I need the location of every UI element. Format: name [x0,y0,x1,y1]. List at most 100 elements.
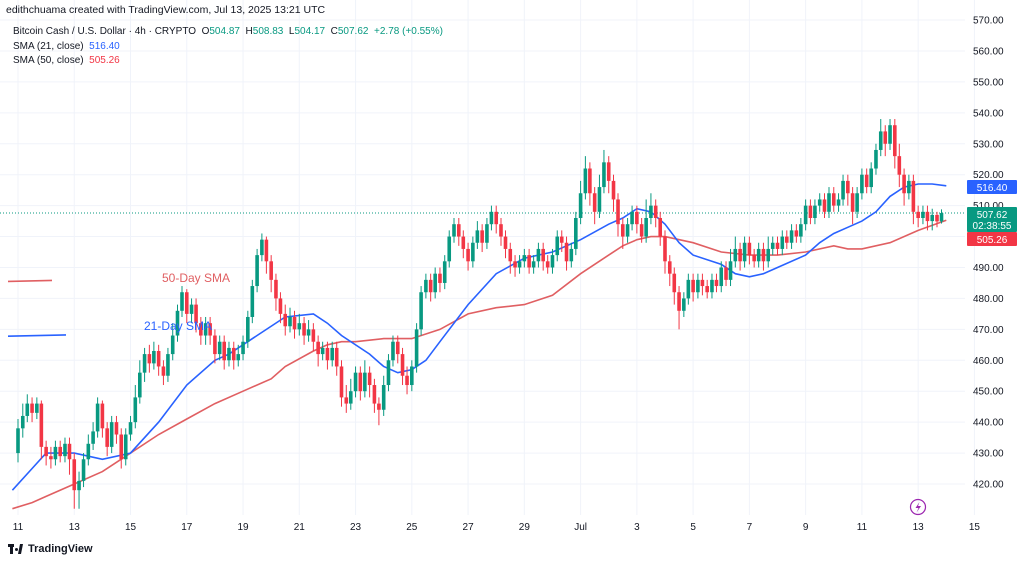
candle-body [808,205,813,219]
symbol-label[interactable]: Bitcoin Cash / U.S. Dollar · 4h · CRYPTO [13,26,197,37]
candle-up [696,273,700,299]
candle-up [578,180,583,225]
candle-down [513,255,517,277]
candle-down [705,279,709,299]
candle-down [456,218,461,246]
candle-body [588,168,592,194]
price-axis[interactable]: 420.00 430.00 440.00 450.00 460.00 470.00 480.… [973,16,1004,491]
candle-body [883,131,888,144]
candle-up [728,248,733,287]
candle-body [260,239,264,256]
candle-down [606,156,611,194]
time-tick-label: 25 [406,522,418,533]
candle-body [494,211,499,225]
candle-body [30,403,34,413]
candle-up [686,273,691,305]
candle-body [170,335,175,355]
candle-up [471,236,475,268]
sma21-legend-row[interactable]: SMA (21, close) 516.40 [13,40,443,55]
candle-body [236,354,241,361]
price-tick-label: 540.00 [973,108,1004,119]
time-axis[interactable]: 11 13 15 17 19 21 23 25 27 29 Jul 3 5 7 9 11 13 15 [13,522,981,533]
candle-down [672,267,677,305]
candle-up [888,119,892,150]
candle-body [888,125,892,144]
candle-up [517,255,522,274]
candle-body [372,385,377,404]
candle-down [367,366,372,398]
candle-body [522,255,527,262]
sma50-legend-row[interactable]: SMA (50, close) 505.26 [13,54,443,69]
lightning-icon[interactable] [909,498,927,516]
candle-up [109,415,114,454]
candle-body [761,248,766,262]
candle-body [794,230,799,237]
candle-up [217,335,222,361]
candle-up [433,267,437,299]
candle-up [531,255,536,274]
candle-down [231,341,236,370]
candle-up [53,440,58,466]
candle-body [639,224,644,237]
candle-body [133,397,138,423]
candle-body [583,168,588,194]
candle-down [480,224,484,253]
candle-up [353,366,358,398]
price-tick-label: 570.00 [973,16,1004,27]
candle-up [447,230,452,268]
candle-body [353,372,358,392]
candle-body [91,431,95,444]
candle-down [302,316,306,345]
candle-down [747,236,752,265]
candle-body [77,480,81,491]
candle-up [63,437,67,463]
time-tick-label: 7 [747,522,753,533]
time-tick-label: 19 [237,522,249,533]
candle-body [574,218,578,249]
candle-body [410,366,414,386]
candle-body [550,255,555,268]
candle-down [616,193,620,237]
candle-up [597,174,602,219]
candle-down [508,242,513,274]
sma50-legend-value: 505.26 [89,55,120,66]
candle-body [180,292,184,311]
candle-body [386,360,391,386]
candle-down [147,344,152,373]
tradingview-brand[interactable]: TradingView [8,543,93,555]
candle-body [831,193,836,206]
candle-up [260,233,264,262]
candle-up [227,341,231,367]
candle-body [878,131,883,150]
candle-body [789,230,794,243]
candle-body [935,214,939,222]
candle-down [822,193,827,219]
candle-up [583,156,588,200]
candle-body [836,199,841,206]
candle-up [742,236,747,268]
candle-body [611,180,616,200]
candle-body [255,255,259,287]
candle-down [893,119,897,169]
candle-body [620,224,625,237]
candle-up [255,248,259,293]
candle-body [175,310,180,336]
candle-up [189,298,194,324]
price-tick-label: 430.00 [973,449,1004,460]
candle-body [644,218,648,237]
candle-body [827,193,831,212]
candle-body [555,236,560,256]
candle-body [846,180,850,194]
candle-body [105,428,109,447]
candle-body [166,354,170,376]
candle-body [503,236,508,249]
candle-up [574,211,578,256]
ohlc-l-label: L [288,26,295,37]
candle-up [789,224,794,249]
candle-body [686,279,691,299]
candle-body [930,214,935,222]
candle-body [67,443,72,460]
candle-down [911,174,916,225]
candle-down [58,440,62,463]
